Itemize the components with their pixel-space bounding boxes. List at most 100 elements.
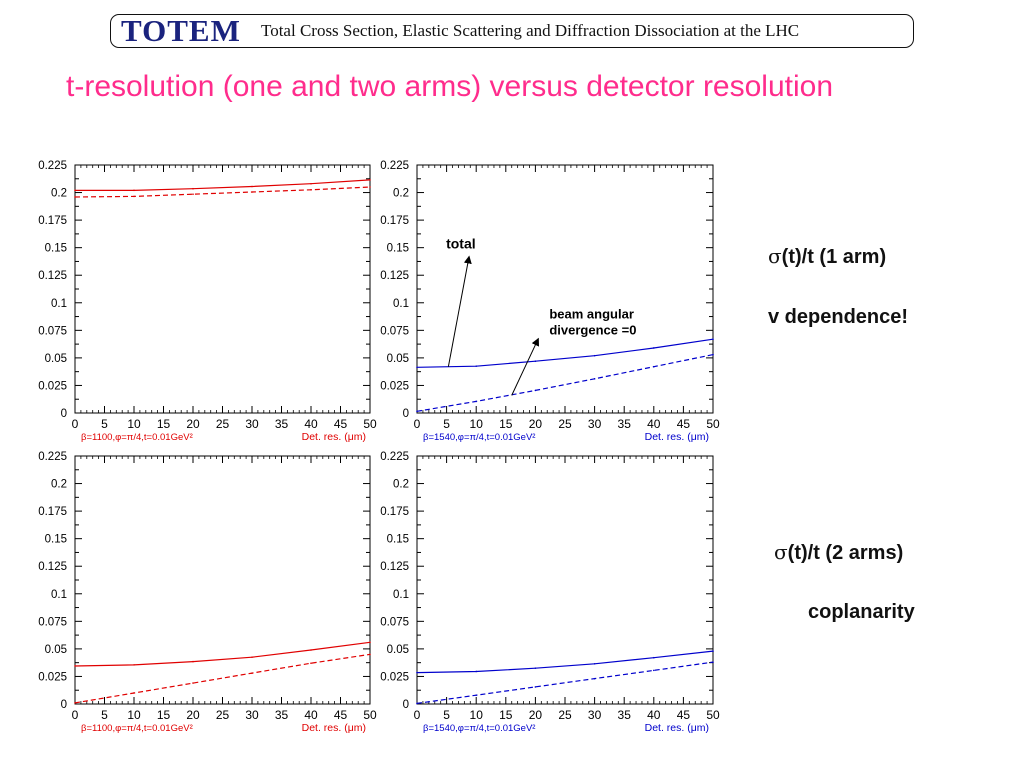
data-point xyxy=(653,365,655,368)
plot-4-frame xyxy=(416,455,714,705)
x-tick-label: 45 xyxy=(677,417,691,431)
x-tick-label: 30 xyxy=(245,708,259,722)
dashed-series-line xyxy=(416,661,714,704)
data-point xyxy=(653,347,655,349)
x-tick-label: 10 xyxy=(470,417,484,431)
annotation-label: divergence =0 xyxy=(549,323,636,338)
annotation-arrow xyxy=(447,255,472,367)
data-point xyxy=(416,410,418,413)
x-tick-label: 30 xyxy=(245,417,259,431)
x-tick-label: 10 xyxy=(127,417,141,431)
x-axis-params-label: β=1540,φ=π/4,t=0.01GeV² xyxy=(423,723,535,734)
y-tick-label: 0.225 xyxy=(38,160,67,172)
x-tick-label: 20 xyxy=(186,708,200,722)
annotation-label: beam angular xyxy=(549,307,634,322)
data-point xyxy=(712,650,714,652)
x-tick-label: 10 xyxy=(470,708,484,722)
y-tick-label: 0.175 xyxy=(38,215,67,227)
data-point xyxy=(310,189,312,191)
y-tick-label: 0.05 xyxy=(45,644,67,656)
y-tick-label: 0.125 xyxy=(38,561,67,573)
y-tick-label: 0.1 xyxy=(51,589,67,601)
y-tick-label: 0.175 xyxy=(380,506,409,518)
y-tick-label: 0.175 xyxy=(38,506,67,518)
x-tick-label: 25 xyxy=(216,417,230,431)
x-tick-label: 15 xyxy=(157,708,171,722)
data-point xyxy=(534,360,537,362)
data-point xyxy=(712,661,714,663)
x-tick-label: 25 xyxy=(216,708,230,722)
data-point xyxy=(416,702,418,705)
data-point xyxy=(192,682,194,684)
x-axis-params-label: β=1100,φ=π/4,t=0.01GeV² xyxy=(81,723,193,734)
solid-series-line xyxy=(416,338,714,368)
y-tick-label: 0.1 xyxy=(393,298,409,310)
x-tick-label: 15 xyxy=(499,417,513,431)
slide-title: t-resolution (one and two arms) versus d… xyxy=(66,70,834,103)
data-point xyxy=(534,686,537,688)
data-point xyxy=(475,400,478,403)
data-point xyxy=(133,195,135,198)
solid-series-line xyxy=(74,641,371,667)
y-tick-label: 0.175 xyxy=(380,215,409,227)
v-dependence-note: v dependence! xyxy=(768,306,909,328)
y-tick-label: 0.2 xyxy=(393,188,409,200)
data-point xyxy=(369,653,371,656)
dashed-series-line xyxy=(74,653,371,704)
x-tick-label: 35 xyxy=(618,708,632,722)
x-tick-label: 15 xyxy=(499,708,513,722)
data-point xyxy=(251,185,253,188)
x-tick-label: 0 xyxy=(72,417,79,431)
x-tick-label: 15 xyxy=(157,417,171,431)
y-tick-label: 0.15 xyxy=(387,243,409,255)
data-point xyxy=(475,365,478,367)
y-tick-label: 0.15 xyxy=(45,534,67,546)
data-point xyxy=(251,191,253,193)
x-tick-label: 40 xyxy=(304,417,318,431)
data-point xyxy=(74,702,76,704)
data-point xyxy=(251,672,253,674)
data-point xyxy=(192,193,194,196)
x-tick-label: 5 xyxy=(443,417,450,431)
y-tick-label: 0.05 xyxy=(387,644,409,656)
x-tick-label: 5 xyxy=(101,417,108,431)
data-point xyxy=(133,692,135,694)
two-arms-label: σ(t)/t (2 arms) xyxy=(774,540,903,565)
y-tick-label: 0.1 xyxy=(393,589,409,601)
two-arms-text: (t)/t (2 arms) xyxy=(787,542,904,564)
x-tick-label: 35 xyxy=(618,417,632,431)
x-tick-label: 0 xyxy=(72,708,79,722)
coplanarity-note: coplanarity xyxy=(808,601,915,623)
plot-2-frame xyxy=(416,164,714,414)
y-tick-label: 0.025 xyxy=(38,671,67,683)
x-tick-label: 20 xyxy=(529,708,543,722)
x-tick-label: 0 xyxy=(414,708,421,722)
data-point xyxy=(310,662,312,665)
x-tick-label: 30 xyxy=(588,417,602,431)
y-tick-label: 0.125 xyxy=(38,270,67,282)
y-tick-label: 0 xyxy=(61,408,67,420)
x-axis-label: Det. res. (μm) xyxy=(645,722,709,734)
y-tick-label: 0.225 xyxy=(380,451,409,463)
data-point xyxy=(653,669,655,672)
data-point xyxy=(593,378,596,380)
x-tick-label: 50 xyxy=(363,417,377,431)
dashed-series-line xyxy=(74,186,371,198)
data-point xyxy=(133,664,135,666)
x-axis-params-label: β=1100,φ=π/4,t=0.01GeV² xyxy=(81,432,193,443)
x-tick-label: 25 xyxy=(558,417,572,431)
data-point xyxy=(310,649,312,651)
x-tick-label: 50 xyxy=(706,708,720,722)
y-tick-label: 0.025 xyxy=(380,380,409,392)
y-tick-label: 0.15 xyxy=(387,534,409,546)
y-tick-label: 0 xyxy=(61,699,67,711)
x-axis-params-label: β=1540,φ=π/4,t=0.01GeV² xyxy=(423,432,535,443)
y-tick-label: 0.075 xyxy=(380,325,409,337)
x-tick-label: 10 xyxy=(127,708,141,722)
x-tick-label: 20 xyxy=(186,417,200,431)
x-axis-label: Det. res. (μm) xyxy=(302,722,366,734)
data-point xyxy=(475,694,478,696)
dashed-series-line xyxy=(416,354,714,412)
sigma-symbol: σ xyxy=(768,244,782,268)
